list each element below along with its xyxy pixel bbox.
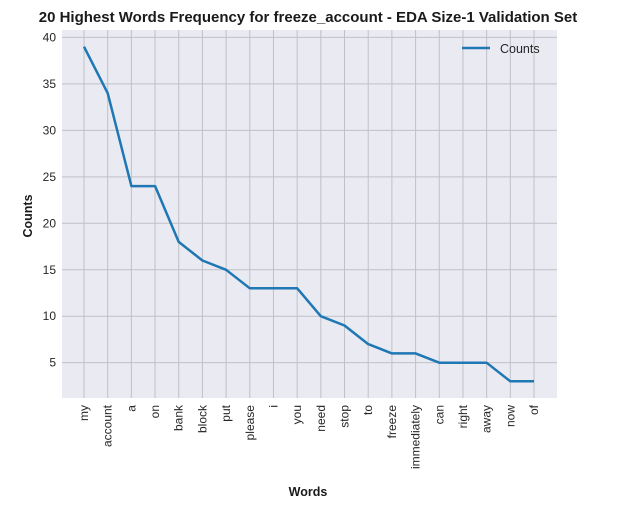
plot-area (62, 30, 557, 398)
y-tick-label: 15 (43, 263, 57, 277)
x-tick-label: right (456, 404, 470, 428)
x-tick-label: account (101, 404, 115, 447)
y-axis-label: Counts (21, 194, 35, 237)
x-tick-label: of (527, 404, 541, 415)
x-tick-label: immediately (409, 405, 423, 469)
chart-title: 20 Highest Words Frequency for freeze_ac… (39, 9, 577, 26)
y-tick-label: 5 (49, 356, 56, 370)
x-axis-ticks: my account a on bank block put please i you need st… (77, 404, 541, 469)
series-line (82, 46, 534, 383)
x-tick-label: on (148, 405, 162, 418)
x-tick-label: now (503, 405, 517, 427)
x-tick-label: away (480, 405, 494, 433)
x-axis-label: Words (289, 485, 328, 499)
y-tick-label: 25 (43, 170, 57, 184)
x-tick-label: my (77, 405, 91, 421)
x-tick-label: to (361, 405, 375, 415)
legend-label: Counts (500, 42, 540, 56)
x-tick-label: freeze (385, 405, 399, 439)
x-tick-label: need (314, 405, 328, 432)
x-tick-label: put (219, 404, 233, 421)
grid-lines (62, 30, 557, 398)
x-tick-label: please (243, 405, 257, 441)
y-tick-label: 30 (43, 123, 57, 137)
series-lines (82, 46, 534, 383)
x-tick-label: can (432, 405, 446, 424)
y-tick-label: 40 (43, 30, 57, 44)
x-tick-label: i (266, 405, 280, 408)
x-tick-label: bank (172, 404, 186, 431)
x-tick-label: a (124, 405, 138, 412)
y-axis-ticks: 5 10 15 20 25 30 35 40 (43, 30, 57, 369)
legend: Counts (462, 42, 540, 56)
x-tick-label: you (290, 405, 304, 424)
y-tick-label: 10 (43, 309, 57, 323)
y-tick-label: 35 (43, 77, 57, 91)
y-tick-label: 20 (43, 216, 57, 230)
x-tick-label: block (195, 404, 209, 433)
x-tick-label: stop (338, 405, 352, 428)
